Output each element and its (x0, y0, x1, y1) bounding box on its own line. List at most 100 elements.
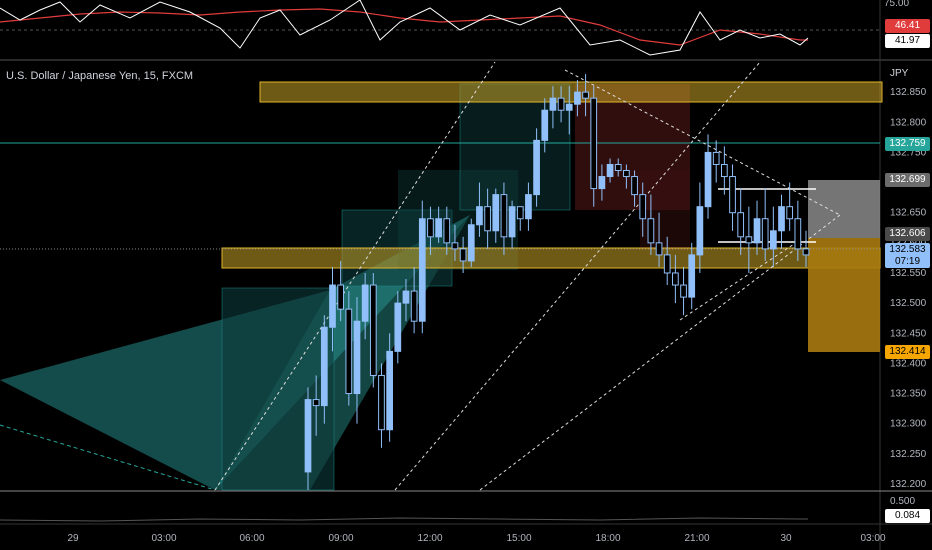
time-tick-label: 18:00 (595, 533, 620, 544)
candle-body (467, 224, 475, 262)
candle-body (598, 176, 606, 190)
price-tick-label: 132.650 (890, 208, 927, 219)
candle-body (696, 206, 704, 256)
candle-body (329, 284, 336, 328)
candle-series (304, 74, 810, 490)
trend-line-5 (679, 239, 801, 321)
price-tick-label: 132.550 (890, 268, 927, 279)
candle-body (443, 218, 451, 244)
candle-body (320, 326, 328, 407)
candle-body (778, 206, 785, 232)
candle-body (451, 242, 459, 250)
candle-body (647, 218, 655, 244)
candle-body (606, 163, 614, 178)
price-tick-label: 132.750 (890, 147, 927, 158)
candle-body (378, 374, 385, 431)
orange-stop-zone (808, 238, 880, 352)
candle-body (557, 97, 565, 111)
lower-pane-tick: 0.500 (890, 496, 915, 507)
teal-box-lower (221, 287, 335, 491)
candle-body (721, 163, 728, 178)
candle-body (312, 399, 320, 407)
candle-body (369, 284, 377, 376)
candle-body (484, 206, 491, 232)
candle-body (639, 194, 647, 220)
candle-body (802, 248, 810, 256)
candle-body (516, 206, 524, 220)
time-tick-label: 09:00 (328, 533, 353, 544)
lower-pane-histogram (0, 517, 808, 522)
gray-target-zone (808, 180, 880, 238)
candle-body (761, 218, 769, 250)
candle-body (753, 218, 761, 244)
trend-line-1 (214, 61, 496, 491)
candle-body (386, 350, 393, 431)
oscillator-tag-red: 46.41 (885, 19, 930, 33)
candle-body (590, 97, 598, 190)
candle-body (663, 254, 671, 274)
candle-body (525, 194, 532, 220)
price-tick-label: 132.400 (890, 358, 927, 369)
candle-body (565, 103, 573, 111)
candle-body (655, 242, 663, 256)
candle-body (729, 176, 736, 214)
candle-body (672, 272, 679, 286)
time-tick-label: 29 (67, 533, 79, 544)
time-tick-label: 21:00 (684, 533, 709, 544)
price-tick-label: 132.350 (890, 389, 927, 400)
candle-body (614, 163, 622, 172)
price-tag-606: 132.606 (885, 227, 930, 241)
candle-body (745, 236, 753, 244)
candle-body (394, 302, 402, 352)
price-tick-label: 132.500 (890, 298, 927, 309)
candle-body (631, 176, 638, 196)
candle-body (794, 218, 802, 250)
candle-body (361, 284, 369, 322)
candle-body (786, 206, 794, 220)
chart-title[interactable]: U.S. Dollar / Japanese Yen, 15, FXCM (6, 70, 194, 82)
candle-body (353, 320, 361, 395)
time-tick-label: 12:00 (417, 533, 442, 544)
candle-body (712, 151, 720, 165)
candle-body (574, 91, 581, 105)
gold-zone-lower (221, 247, 881, 269)
candle-body (549, 97, 557, 111)
gold-zone-upper (259, 81, 883, 103)
candle-body (688, 254, 696, 298)
candle-body (337, 284, 345, 310)
candle-body (418, 218, 426, 322)
price-tick-label: 132.250 (890, 449, 927, 460)
candle-body (435, 218, 442, 238)
time-tick-label: 30 (780, 533, 792, 544)
candle-body (476, 206, 483, 226)
price-tick-label: 132.200 (890, 479, 927, 490)
candle-body (623, 170, 630, 178)
price-tag-teal: 132.759 (885, 137, 930, 151)
red-box-low (640, 170, 690, 250)
candle-body (459, 248, 467, 262)
candle-body (582, 91, 589, 99)
price-tag-orange: 132.414 (885, 345, 930, 359)
candle-body (737, 212, 745, 238)
oscillator-white-line (0, 0, 809, 56)
candle-body (704, 151, 712, 208)
candle-body (541, 109, 549, 141)
candle-body (304, 399, 312, 473)
candle-body (769, 230, 777, 250)
price-tick-label: 132.800 (890, 117, 927, 128)
candle-body (402, 290, 410, 304)
price-tick-label: 132.850 (890, 87, 927, 98)
trend-line-4 (564, 69, 841, 216)
candle-body (500, 194, 508, 238)
time-axis[interactable]: 29 03:00 06:00 09:00 12:00 15:00 18:00 21:00 30 0… (67, 533, 886, 544)
currency-label: JPY (890, 68, 909, 79)
last-price-tag: 132.583 (885, 243, 930, 256)
time-tick-label: 15:00 (506, 533, 531, 544)
countdown-tag: 07:19 (885, 256, 930, 268)
candle-body (427, 218, 434, 238)
price-tick-label: 132.300 (890, 419, 927, 430)
price-tag-gray: 132.699 (885, 173, 930, 187)
lower-pane-tag: 0.084 (885, 509, 930, 523)
teal-dashed-line (0, 424, 216, 491)
